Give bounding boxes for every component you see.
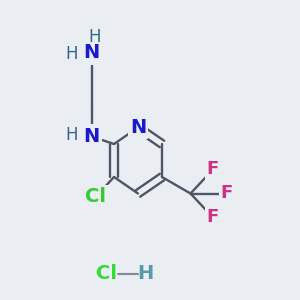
Text: Cl: Cl <box>85 187 106 206</box>
Text: N: N <box>83 43 100 62</box>
Text: H: H <box>137 264 154 283</box>
Text: Cl: Cl <box>96 264 117 283</box>
Text: F: F <box>220 184 232 202</box>
Text: N: N <box>83 127 100 146</box>
Text: H: H <box>89 28 101 46</box>
Text: F: F <box>207 160 219 178</box>
Text: N: N <box>130 118 146 137</box>
Text: F: F <box>207 208 219 226</box>
Text: H: H <box>66 126 78 144</box>
Text: H: H <box>66 45 78 63</box>
